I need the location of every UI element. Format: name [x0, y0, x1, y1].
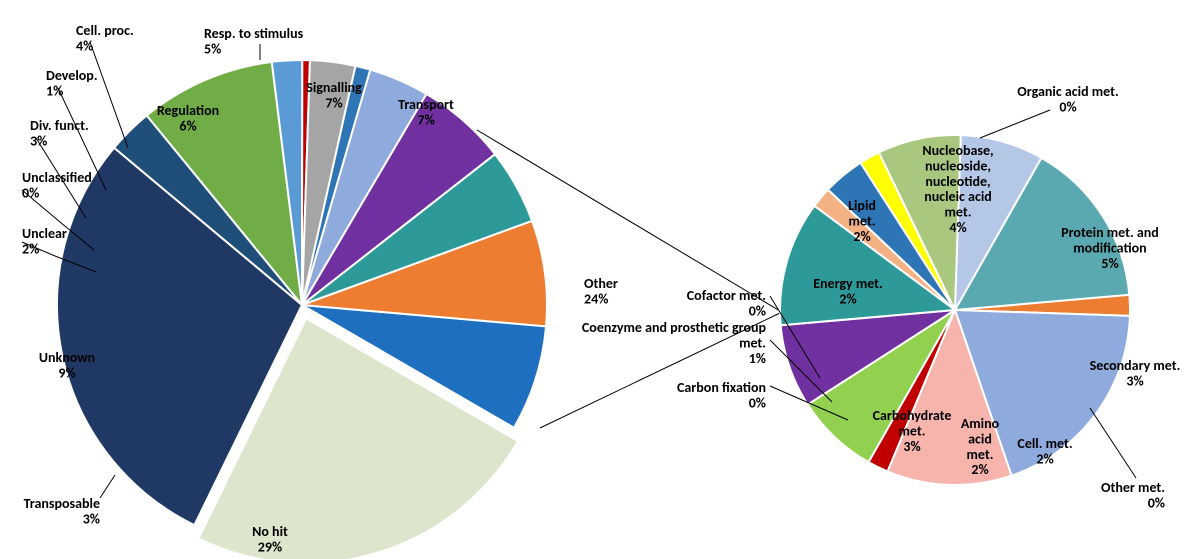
- leader-transposable: [100, 475, 115, 498]
- label-transposable: Transposable3%: [24, 495, 100, 527]
- label-develop: Develop.1%: [46, 67, 98, 99]
- leader-othermet: [1090, 408, 1136, 478]
- label-othermet: Other met.0%: [1101, 479, 1165, 511]
- label-unclear: Unclear2%: [22, 225, 67, 257]
- label-divfunct: Div. funct.3%: [30, 117, 89, 149]
- label-cofactor: Cofactor met.0%: [687, 287, 766, 319]
- label-respstim: Resp. to stimulus5%: [204, 25, 304, 57]
- label-cellproc: Cell. proc.4%: [76, 22, 134, 54]
- label-coenzyme: Coenzyme and prosthetic groupmet.1%: [582, 319, 767, 367]
- label-carbonfix: Carbon fixation0%: [677, 379, 766, 411]
- label-organic: Organic acid met.0%: [1017, 83, 1118, 115]
- main-pie: [57, 60, 547, 559]
- leader-cellproc: [90, 42, 128, 148]
- chart-canvas: Transport7%Other24%No hit29%Transposable…: [0, 0, 1200, 559]
- leader-organic: [980, 110, 1050, 138]
- label-other: Other24%: [584, 275, 618, 307]
